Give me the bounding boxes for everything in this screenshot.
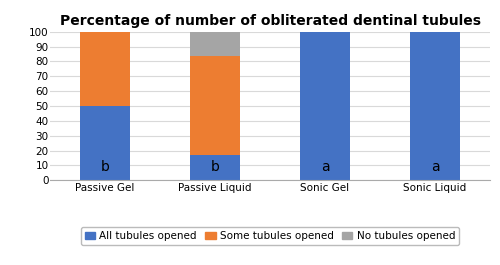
Bar: [190, 155, 240, 180]
Bar: [190, 56, 240, 155]
Bar: [80, 32, 130, 106]
Bar: [80, 106, 130, 180]
Text: b: b: [210, 160, 220, 174]
Title: Percentage of number of obliterated dentinal tubules: Percentage of number of obliterated dent…: [60, 14, 480, 28]
Bar: [410, 32, 460, 180]
Bar: [300, 32, 350, 180]
Legend: All tubules opened, Some tubules opened, No tubules opened: All tubules opened, Some tubules opened,…: [80, 227, 460, 245]
Bar: [190, 32, 240, 56]
Text: a: a: [430, 160, 440, 174]
Text: b: b: [100, 160, 110, 174]
Text: a: a: [320, 160, 330, 174]
